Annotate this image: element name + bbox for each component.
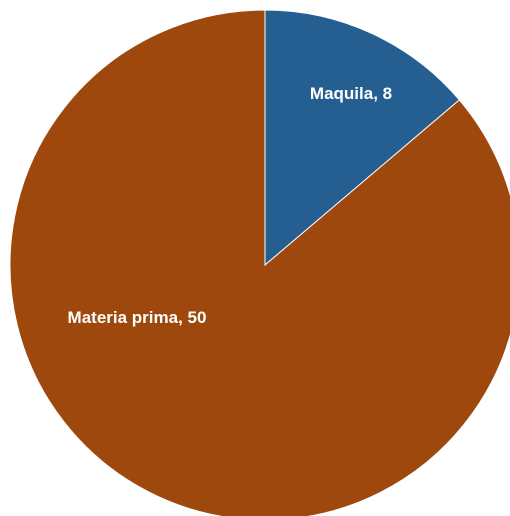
pie-slice-maquila [264, 9, 461, 267]
slice-label-maquila: Maquila, 8 [310, 84, 392, 103]
slice-label-materia-prima: Materia prima, 50 [68, 308, 207, 327]
pie-labels: Maquila, 8 Materia prima, 50 [68, 84, 393, 327]
pie-slice-materia-prima [9, 9, 510, 516]
pie-slices [9, 9, 510, 516]
